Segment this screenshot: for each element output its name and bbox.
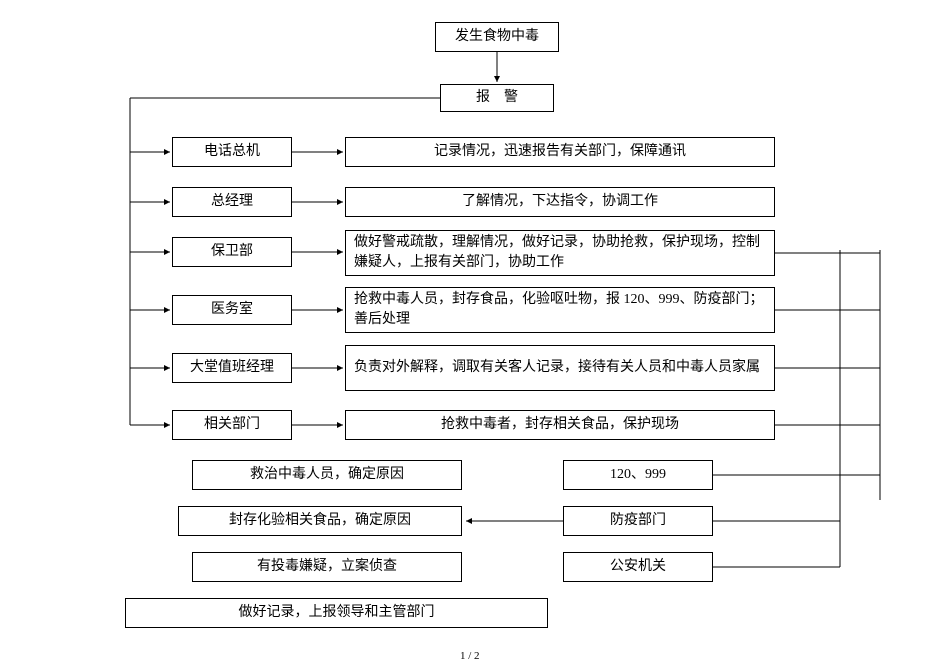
node-switchboard: 电话总机 bbox=[172, 137, 292, 167]
node-related-desc: 抢救中毒者，封存相关食品，保护现场 bbox=[345, 410, 775, 440]
node-start: 发生食物中毒 bbox=[435, 22, 559, 52]
node-lobby: 大堂值班经理 bbox=[172, 353, 292, 383]
node-security-desc: 做好警戒疏散，理解情况，做好记录，协助抢救，保护现场，控制嫌疑人，上报有关部门，… bbox=[345, 230, 775, 276]
node-label: 公安机关 bbox=[610, 557, 666, 577]
node-label: 医务室 bbox=[211, 300, 253, 320]
node-gm: 总经理 bbox=[172, 187, 292, 217]
node-label: 负责对外解释，调取有关客人记录，接待有关人员和中毒人员家属 bbox=[354, 358, 760, 378]
node-label: 封存化验相关食品，确定原因 bbox=[229, 511, 411, 531]
footer-text: 1 / 2 bbox=[460, 650, 480, 662]
node-medical-desc: 抢救中毒人员，封存食品，化验呕吐物，报 120、999、防疫部门；善后处理 bbox=[345, 287, 775, 333]
node-label: 抢救中毒人员，封存食品，化验呕吐物，报 120、999、防疫部门；善后处理 bbox=[354, 290, 766, 329]
node-label: 电话总机 bbox=[204, 142, 260, 162]
node-label: 防疫部门 bbox=[610, 511, 666, 531]
node-switchboard-desc: 记录情况，迅速报告有关部门，保障通讯 bbox=[345, 137, 775, 167]
node-gm-desc: 了解情况，下达指令，协调工作 bbox=[345, 187, 775, 217]
node-label: 大堂值班经理 bbox=[190, 358, 274, 378]
node-label: 报 警 bbox=[476, 88, 518, 108]
node-label: 总经理 bbox=[211, 192, 253, 212]
node-epidemic: 防疫部门 bbox=[563, 506, 713, 536]
node-emerg: 120、999 bbox=[563, 460, 713, 490]
node-record: 做好记录，上报领导和主管部门 bbox=[125, 598, 548, 628]
node-rescue: 救治中毒人员，确定原因 bbox=[192, 460, 462, 490]
node-label: 相关部门 bbox=[204, 415, 260, 435]
node-related: 相关部门 bbox=[172, 410, 292, 440]
node-label: 抢救中毒者，封存相关食品，保护现场 bbox=[441, 415, 679, 435]
node-seal: 封存化验相关食品，确定原因 bbox=[178, 506, 462, 536]
node-label: 120、999 bbox=[610, 465, 666, 485]
node-label: 保卫部 bbox=[211, 242, 253, 262]
node-label: 救治中毒人员，确定原因 bbox=[250, 465, 404, 485]
node-alarm: 报 警 bbox=[440, 84, 554, 112]
node-medical: 医务室 bbox=[172, 295, 292, 325]
node-label: 做好记录，上报领导和主管部门 bbox=[239, 603, 435, 623]
node-label: 记录情况，迅速报告有关部门，保障通讯 bbox=[434, 142, 686, 162]
node-label: 做好警戒疏散，理解情况，做好记录，协助抢救，保护现场，控制嫌疑人，上报有关部门，… bbox=[354, 233, 766, 272]
node-suspect: 有投毒嫌疑，立案侦查 bbox=[192, 552, 462, 582]
page-footer: 1 / 2 bbox=[460, 650, 480, 662]
node-police: 公安机关 bbox=[563, 552, 713, 582]
node-security: 保卫部 bbox=[172, 237, 292, 267]
node-lobby-desc: 负责对外解释，调取有关客人记录，接待有关人员和中毒人员家属 bbox=[345, 345, 775, 391]
node-label: 发生食物中毒 bbox=[455, 27, 539, 47]
node-label: 了解情况，下达指令，协调工作 bbox=[462, 192, 658, 212]
node-label: 有投毒嫌疑，立案侦查 bbox=[257, 557, 397, 577]
